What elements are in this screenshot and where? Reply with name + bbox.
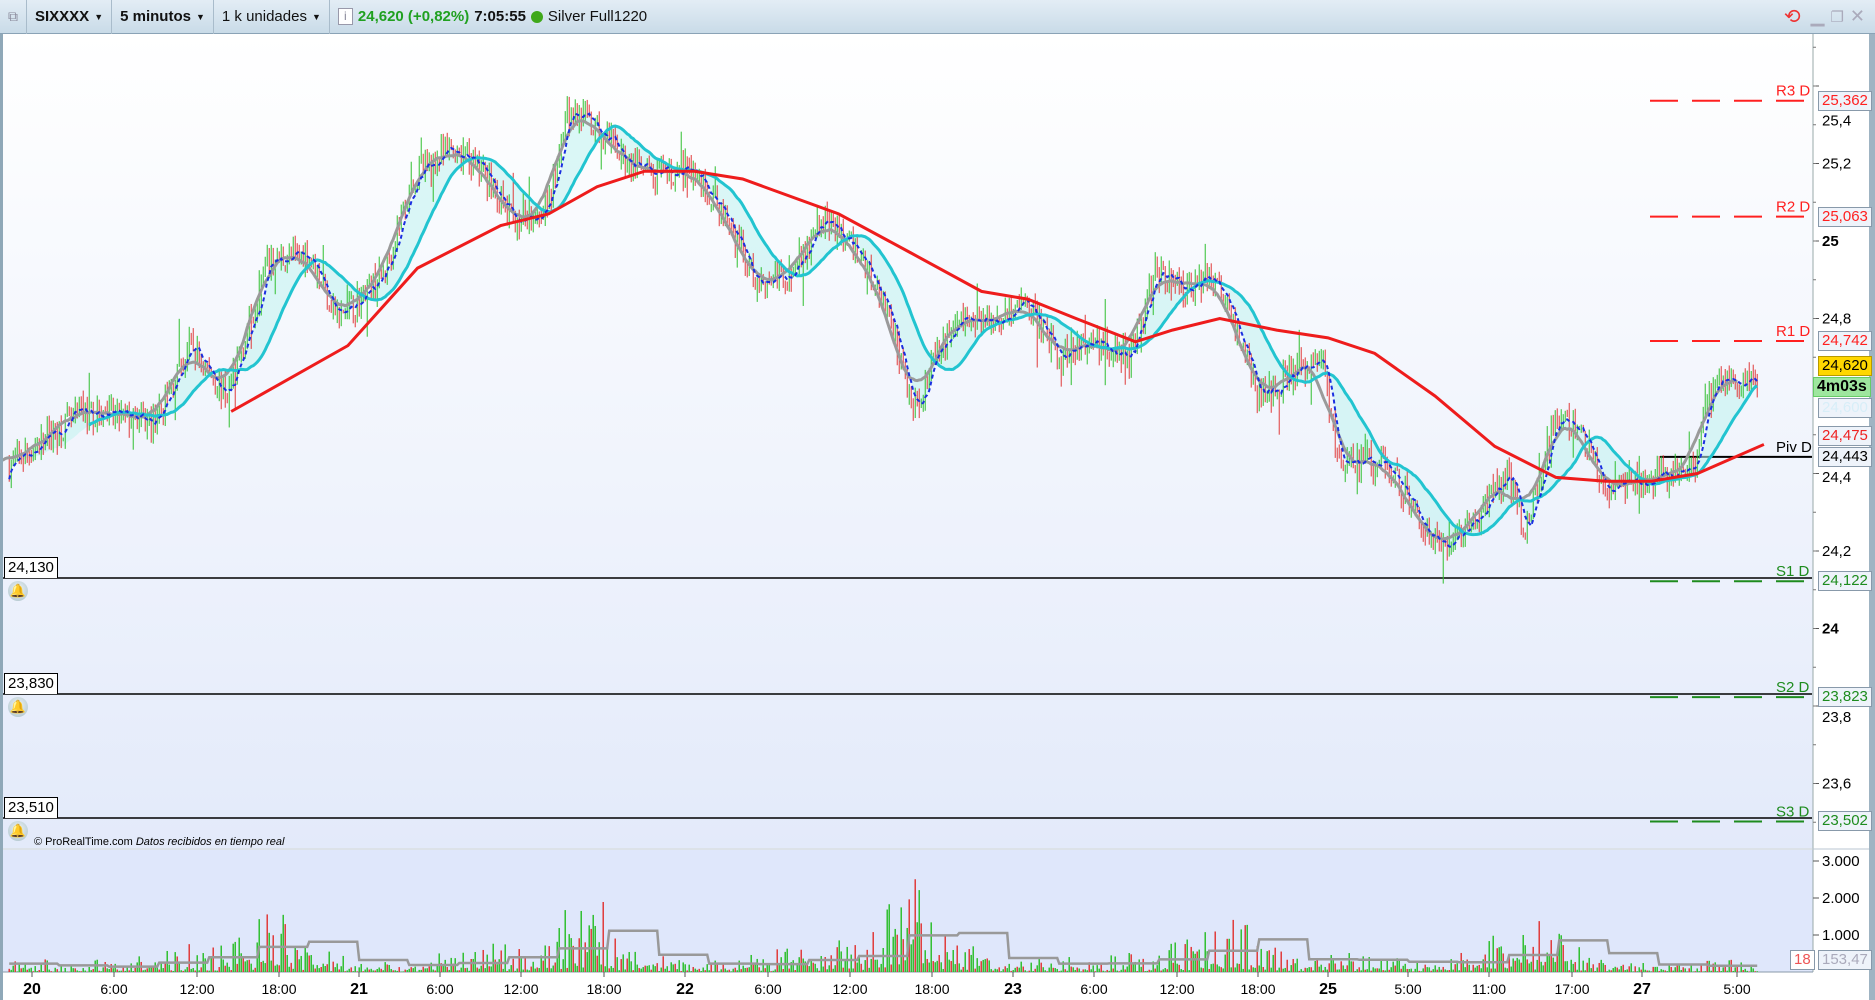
alert-price-label[interactable]: 24,130 (4, 557, 58, 578)
realtime-note: Datos recibidos en tiempo real (135, 836, 285, 848)
fast-ma-box: 24,600 (1818, 398, 1872, 418)
x-tick-label: 23 (1004, 981, 1022, 998)
alert-price-label[interactable]: 23,510 (4, 797, 58, 818)
x-tick-label: 12:00 (1159, 981, 1194, 997)
timeframe-label: 5 minutos (120, 8, 191, 25)
slow-ma-box: 24,475 (1818, 426, 1872, 446)
x-tick-label: 6:00 (754, 981, 781, 997)
info-icon[interactable]: i (337, 8, 353, 25)
pivot-label: Piv D (1776, 439, 1812, 456)
symbol-selector[interactable]: SIXXXX ▼ (27, 0, 113, 34)
status-dot-icon (530, 10, 543, 23)
y-tick-label: 23,8 (1822, 709, 1851, 726)
x-tick-label: 5:00 (1723, 981, 1750, 997)
quote-info: i 24,620 (+0,82%) 7:05:55 Silver Full122… (330, 0, 655, 34)
pivot-label: R1 D (1776, 323, 1810, 340)
units-selector[interactable]: 1 k unidades ▼ (214, 0, 330, 34)
x-tick-label: 20 (23, 981, 41, 998)
x-tick-label: 27 (1633, 981, 1651, 998)
countdown-box: 4m03s (1813, 377, 1871, 397)
x-tick-label: 21 (350, 981, 368, 998)
x-tick-label: 6:00 (1080, 981, 1107, 997)
x-tick-label: 12:00 (503, 981, 538, 997)
volume-last-box: 18 (1790, 950, 1815, 970)
refresh-icon[interactable]: ⟲ (1783, 6, 1801, 28)
units-label: 1 k unidades (221, 8, 307, 25)
volume-ma-box: 153,47 (1818, 950, 1872, 970)
last-price: 24,620 (+0,82%) (357, 8, 470, 25)
pivot-value-box: 25,063 (1818, 206, 1872, 227)
y-tick-label: 25 (1822, 233, 1839, 250)
chevron-down-icon: ▼ (311, 11, 321, 22)
x-tick-label: 12:00 (179, 981, 214, 997)
pivot-label: S2 D (1776, 679, 1810, 696)
pivot-value-box: 24,443 (1818, 446, 1872, 467)
chevron-down-icon: ▼ (94, 11, 104, 22)
chevron-down-icon: ▼ (195, 11, 205, 22)
last-price-box: 24,620 (1818, 356, 1872, 376)
x-tick-label: 18:00 (586, 981, 621, 997)
pivot-value-box: 24,122 (1818, 571, 1872, 592)
price-axis (1813, 34, 1869, 1000)
vol-tick-label: 2.000 (1822, 890, 1860, 907)
pivot-label: R2 D (1776, 199, 1810, 216)
restore-icon[interactable]: ❐ (1830, 8, 1844, 26)
y-tick-label: 25,2 (1822, 156, 1851, 173)
x-tick-label: 11:00 (1472, 981, 1506, 997)
copyright: © ProRealTime.com Datos recibidos en tie… (34, 836, 284, 848)
x-tick-label: 22 (676, 981, 694, 998)
minimize-icon[interactable]: ▁ (1810, 6, 1825, 26)
y-tick-label: 24,8 (1822, 311, 1851, 328)
symbol-label: SIXXXX (35, 8, 90, 25)
pivot-value-box: 24,742 (1818, 330, 1872, 351)
window-border (0, 34, 3, 1000)
y-tick-label: 24,4 (1822, 469, 1851, 486)
pivot-value-box: 25,362 (1818, 90, 1872, 111)
pivot-label: S3 D (1776, 803, 1810, 820)
window-border (1869, 34, 1875, 1000)
y-tick-label: 25,4 (1822, 113, 1851, 130)
y-tick-label: 24,2 (1822, 543, 1851, 560)
fast-ma-line (88, 124, 1758, 537)
bell-icon[interactable]: 🔔 (8, 581, 28, 601)
account-label: Silver Full1220 (547, 8, 648, 25)
slow-ma-line (230, 169, 1765, 483)
quote-time: 7:05:55 (474, 8, 526, 25)
volume-ma-line (9, 929, 1758, 968)
x-tick-label: 12:00 (832, 981, 867, 997)
x-tick-label: 18:00 (914, 981, 949, 997)
x-tick-label: 25 (1319, 981, 1337, 998)
pivot-value-box: 23,502 (1818, 811, 1872, 832)
y-tick-label: 24 (1822, 621, 1839, 638)
grip-icon[interactable]: ⧉ (0, 0, 27, 34)
pivot-label: S1 D (1776, 563, 1810, 580)
price-panel (3, 34, 1813, 848)
x-tick-label: 6:00 (426, 981, 453, 997)
vol-tick-label: 3.000 (1822, 853, 1860, 870)
timeframe-selector[interactable]: 5 minutos ▼ (112, 0, 214, 34)
y-tick-label: 23,6 (1822, 776, 1851, 793)
toolbar: ⧉ SIXXXX ▼ 5 minutos ▼ 1 k unidades ▼ i 24,… (0, 0, 1875, 34)
x-tick-label: 5:00 (1394, 981, 1421, 997)
x-tick-label: 18:00 (1240, 981, 1275, 997)
copyright-text: © ProRealTime.com (34, 836, 133, 848)
x-tick-label: 18:00 (261, 981, 296, 997)
bell-icon[interactable]: 🔔 (8, 821, 28, 841)
vol-tick-label: 1.000 (1822, 927, 1860, 944)
pivot-value-box: 23,823 (1818, 687, 1872, 708)
x-tick-label: 17:00 (1554, 981, 1589, 997)
bell-icon[interactable]: 🔔 (8, 697, 28, 717)
x-tick-label: 6:00 (100, 981, 127, 997)
pivot-label: R3 D (1776, 83, 1810, 100)
close-icon[interactable]: ✕ (1849, 6, 1865, 26)
alert-price-label[interactable]: 23,830 (4, 673, 58, 694)
